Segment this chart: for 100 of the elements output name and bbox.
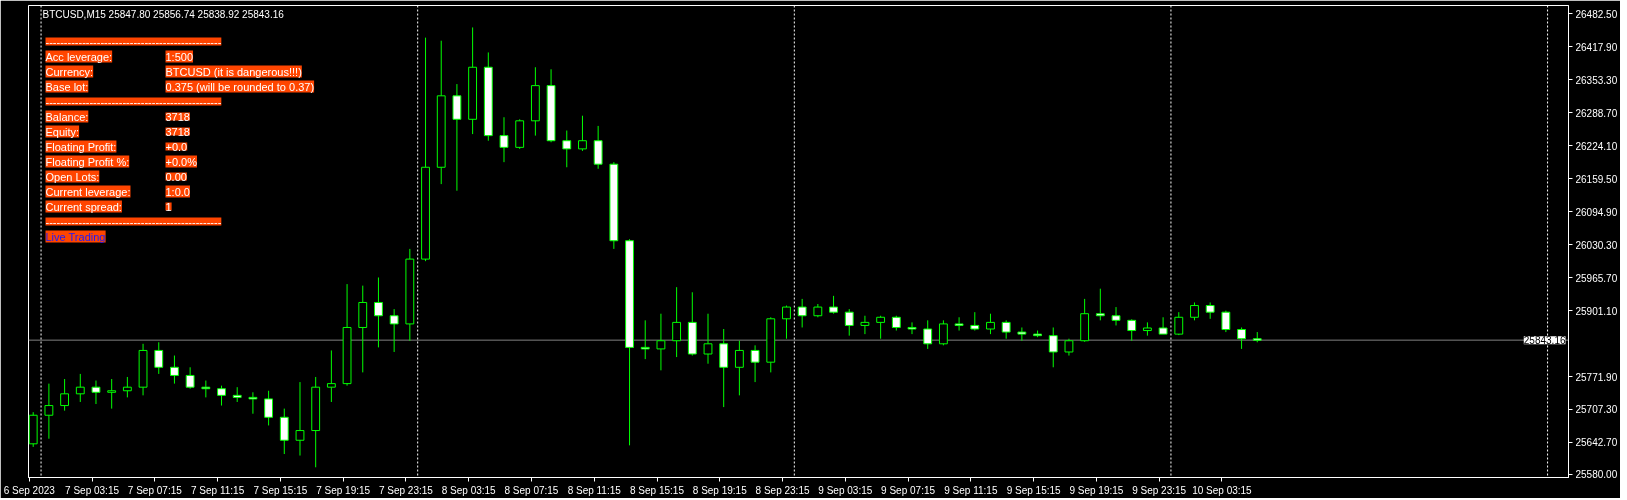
candlestick	[389, 308, 399, 353]
candlestick	[640, 319, 650, 360]
annotation: Base lot:	[45, 80, 89, 93]
y-tick-label: 25707.30	[1575, 404, 1618, 416]
y-tick-label: 26030.30	[1575, 239, 1618, 251]
annotation: ------------------------------------------------	[45, 35, 222, 48]
annotation: ------------------------------------------------	[45, 215, 222, 228]
x-tick-label: 7 Sep 03:15	[65, 484, 120, 496]
candlestick	[122, 376, 132, 398]
candlestick	[907, 321, 917, 335]
candlestick	[1127, 318, 1137, 342]
candlestick	[1111, 306, 1121, 326]
candlestick	[264, 390, 274, 426]
x-tick-label: 7 Sep 15:15	[253, 484, 308, 496]
candlestick	[1095, 288, 1105, 321]
candlestick	[593, 125, 603, 170]
candlestick	[91, 380, 101, 405]
candlestick	[703, 313, 713, 365]
candlestick	[60, 378, 70, 412]
candlestick	[248, 391, 258, 415]
candlestick	[1237, 326, 1246, 350]
annotation: 1:500	[165, 50, 194, 63]
annotation: Current leverage:	[45, 185, 131, 198]
candlestick	[170, 355, 179, 385]
y-tick-label: 26224.10	[1575, 140, 1618, 152]
x-tick-label: 8 Sep 03:15	[441, 484, 497, 496]
y-tick-label: 25771.90	[1575, 371, 1618, 383]
annotation: 1	[165, 200, 172, 213]
annotation: ------------------------------------------------	[45, 95, 222, 108]
x-tick-label: 7 Sep 23:15	[378, 484, 434, 496]
annotation: Equity:	[45, 125, 80, 138]
candlestick	[672, 286, 682, 358]
candlestick	[499, 116, 509, 163]
annotation: 1:0.0	[165, 185, 190, 198]
y-tick-label: 26159.50	[1575, 173, 1618, 185]
candlestick	[1221, 310, 1231, 333]
x-tick-label: 8 Sep 19:15	[692, 484, 748, 496]
candlestick	[860, 315, 870, 335]
annotation: Floating Profit:	[45, 140, 117, 153]
y-tick-label: 26094.90	[1575, 206, 1618, 218]
annotation: Currency:	[45, 65, 94, 78]
y-tick-label: 25580.00	[1575, 469, 1618, 481]
candlestick	[1001, 319, 1011, 340]
annotation: +0.0	[165, 140, 188, 153]
x-tick-label: 7 Sep 11:15	[191, 484, 245, 496]
candlestick	[452, 83, 462, 192]
annotation: Balance:	[45, 110, 89, 123]
candlestick	[923, 319, 933, 350]
candlestick	[75, 373, 85, 403]
candlestick	[986, 313, 995, 335]
x-tick-label: 9 Sep 19:15	[1069, 484, 1124, 496]
annotation: Current spread:	[45, 200, 122, 213]
candlestick	[719, 328, 729, 408]
annotation: 0.00	[165, 170, 187, 183]
ref-line-label: 25843.16	[1523, 335, 1566, 347]
annotation: +0.0%	[165, 155, 198, 168]
annotation: Open Lots:	[45, 170, 100, 183]
annotation: 0.375 (will be rounded to 0.37)	[165, 80, 315, 93]
candlestick	[844, 308, 854, 337]
candlestick	[326, 349, 336, 403]
candlestick	[1017, 326, 1027, 342]
y-tick-label: 26353.30	[1575, 74, 1618, 86]
candlestick	[782, 305, 791, 340]
candlestick	[656, 313, 666, 371]
candlestick	[185, 366, 195, 390]
candlestick	[750, 344, 760, 383]
candlestick	[107, 378, 117, 410]
x-tick-label: 8 Sep 11:15	[567, 484, 622, 496]
y-tick-label: 26288.70	[1575, 107, 1618, 119]
candlestick	[797, 298, 807, 328]
x-tick-label: 8 Sep 15:15	[630, 484, 685, 496]
annotation: BTCUSD (it is dangerous!!!)	[165, 65, 302, 78]
candlestick	[876, 315, 886, 340]
x-tick-label: 9 Sep 15:15	[1006, 484, 1062, 496]
candlestick	[734, 340, 744, 396]
candlestick	[970, 311, 980, 332]
annotation: Acc leverage:	[45, 50, 113, 63]
x-tick-label: 6 Sep 2023	[3, 484, 56, 496]
candlestick	[217, 385, 226, 407]
candlestick	[578, 115, 587, 152]
x-tick-label: 7 Sep 07:15	[127, 484, 183, 496]
x-tick-label: 8 Sep 23:15	[755, 484, 810, 496]
candlestick	[295, 381, 305, 457]
annotation: Floating Profit %:	[45, 155, 130, 168]
y-tick-label: 26417.90	[1575, 41, 1618, 53]
x-tick-label: 7 Sep 19:15	[316, 484, 371, 496]
y-tick-label: 25965.70	[1575, 272, 1618, 284]
candlestick	[279, 408, 289, 455]
candlestick	[562, 130, 572, 168]
candlestick	[1158, 316, 1168, 335]
y-tick-label: 25642.70	[1575, 437, 1618, 449]
candlestick	[1048, 326, 1058, 368]
candlestick	[154, 341, 164, 375]
chart-title: BTCUSD,M15 25847.80 25856.74 25838.92 25843.16	[42, 9, 285, 20]
x-tick-label: 10 Sep 03:15	[1192, 484, 1253, 496]
x-tick-label: 9 Sep 07:15	[881, 484, 936, 496]
candlestick	[44, 383, 54, 440]
y-tick-label: 26482.50	[1575, 8, 1618, 20]
x-tick-label: 9 Sep 03:15	[818, 484, 873, 496]
annotation: Live Trading	[45, 230, 106, 243]
